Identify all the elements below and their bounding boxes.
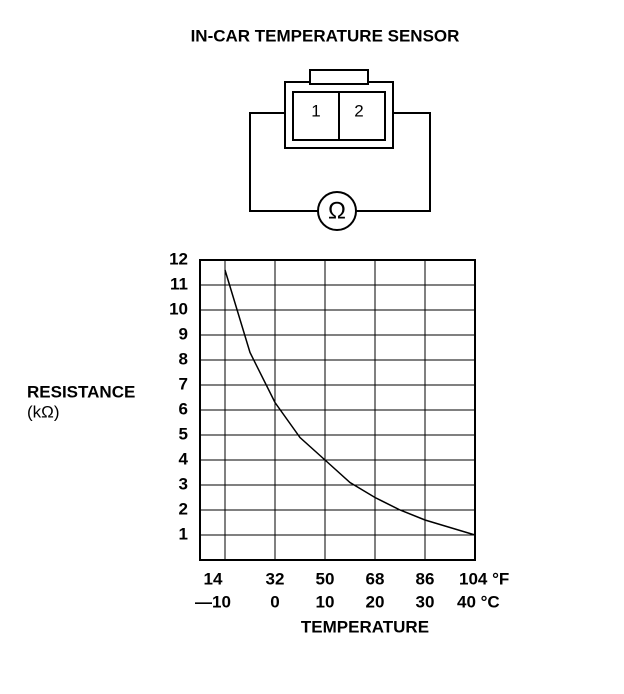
y-tick-label: 6 <box>179 399 188 418</box>
x2-tick-label: 104 °F <box>459 569 509 588</box>
x-tick-label: 40 °C <box>457 592 500 611</box>
pin-label: 1 <box>311 101 320 120</box>
y-tick-label: 3 <box>179 474 188 493</box>
y-tick-label: 7 <box>179 374 188 393</box>
y-tick-label: 9 <box>179 324 188 343</box>
y-axis-label: RESISTANCE <box>27 382 135 401</box>
y-tick-label: 2 <box>179 499 188 518</box>
y-tick-label: 11 <box>170 274 188 293</box>
y-tick-label: 10 <box>169 299 188 318</box>
x2-tick-label: 68 <box>366 569 385 588</box>
y-tick-label: 4 <box>179 449 189 468</box>
x-tick-label: 0 <box>270 592 279 611</box>
connector-lock <box>309 69 369 85</box>
x-tick-label: 20 <box>366 592 385 611</box>
y-tick-label: 1 <box>179 524 188 543</box>
y-tick-label: 8 <box>179 349 188 368</box>
x-tick-label: 10 <box>316 592 335 611</box>
x-tick-label: 30 <box>416 592 435 611</box>
y-tick-label: 12 <box>169 249 188 268</box>
title: IN-CAR TEMPERATURE SENSOR <box>191 26 460 45</box>
connector-diagram: 1 2 Ω <box>249 69 431 231</box>
x2-tick-label: 32 <box>266 569 285 588</box>
x2-tick-label: 50 <box>316 569 335 588</box>
curve <box>224 269 476 536</box>
x2-tick-label: 86 <box>416 569 435 588</box>
x-tick-label: —10 <box>195 592 231 611</box>
y-tick-label: 5 <box>179 424 188 443</box>
pin-label: 2 <box>354 101 363 120</box>
x-axis-label: TEMPERATURE <box>301 617 429 636</box>
y-axis-label: (kΩ) <box>27 402 60 421</box>
x2-tick-label: 14 <box>204 569 223 588</box>
ohmmeter-symbol: Ω <box>328 197 346 224</box>
ohmmeter <box>317 191 357 231</box>
